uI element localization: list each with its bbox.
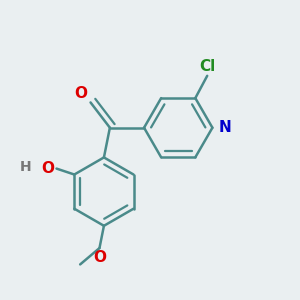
Text: H: H [20,160,32,174]
Text: N: N [219,120,232,135]
Text: O: O [93,250,106,265]
Text: Cl: Cl [199,59,215,74]
Text: O: O [75,86,88,101]
Text: O: O [41,161,54,176]
